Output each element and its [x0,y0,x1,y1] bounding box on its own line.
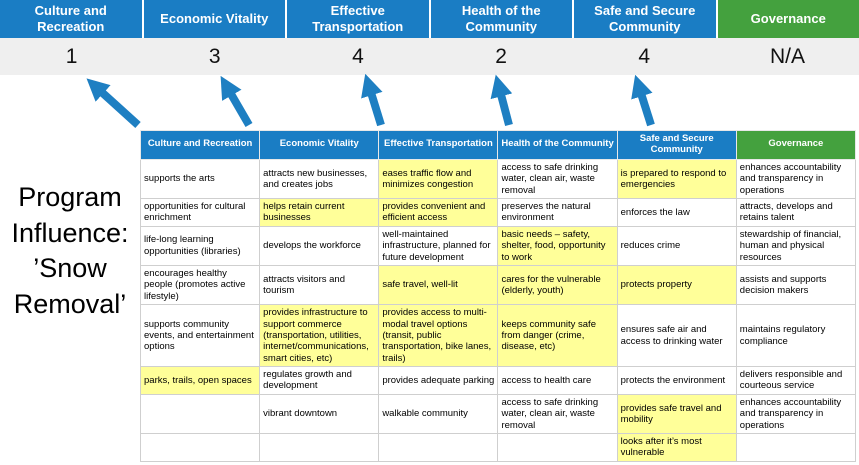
matrix-cell: preserves the natural environment [497,198,618,227]
matrix-row-7: looks after it’s most vulnerable [139,433,857,462]
influence-matrix: Culture and Recreation Economic Vitality E… [139,130,857,462]
matrix-cell: parks, trails, open spaces [139,366,261,395]
matrix-cell [259,433,380,462]
influence-arrow [361,73,385,127]
matrix-cell: maintains regulatory compliance [735,304,857,368]
pillar-score-3: 2 [495,44,507,68]
program-influence-title: Program Influence: ’Snow Removal’ [11,182,129,319]
matrix-header-3: Health of the Community [497,130,618,160]
matrix-cell: provides adequate parking [378,366,499,395]
matrix-cell: regulates growth and development [259,366,380,395]
matrix-row-0: supports the arts attracts new businesses… [139,158,857,200]
pillar-header-3: Health of the Community [430,0,572,38]
matrix-cell: stewardship of financial, human and phys… [735,225,857,266]
matrix-cell: basic needs – safety, shelter, food, opp… [497,225,618,266]
matrix-cell: looks after it’s most vulnerable [616,433,737,462]
matrix-cell [378,433,499,462]
pillar-header-4: Safe and Secure Community [574,0,716,38]
pillar-score-1: 3 [208,44,221,68]
pillar-score-0: 1 [65,44,78,68]
matrix-cell: reduces crime [616,225,737,266]
matrix-cell: protects the environment [616,366,737,395]
matrix-cell: attracts, develops and retains talent [735,198,857,227]
matrix-cell: supports community events, and entertain… [139,304,261,368]
matrix-cell: assists and supports decision makers [735,264,857,306]
matrix-cell: provides access to multi-modal travel op… [378,304,499,368]
matrix-row-3: encourages healthy people (promotes acti… [139,264,857,306]
matrix-cell: supports the arts [139,158,261,200]
matrix-cell: is prepared to respond to emergencies [616,158,737,200]
matrix-cell: enhances accountability and transparency… [735,158,857,200]
pillar-score-5: N/A [769,44,805,68]
matrix-cell: walkable community [378,393,499,435]
matrix-cell: ensures safe air and access to drinking … [616,304,737,368]
matrix-cell: opportunities for cultural enrichment [139,198,261,227]
matrix-cell: access to safe drinking water, clean air… [497,158,618,200]
pillar-score-4: 4 [638,44,651,68]
influence-arrow [490,74,513,127]
matrix-row-5: parks, trails, open spaces regulates grow… [139,366,857,395]
matrix-row-2: life-long learning opportunities (librar… [139,225,857,266]
matrix-body: supports the arts attracts new businesses… [139,158,857,462]
matrix-cell: enforces the law [616,198,737,227]
matrix-cell [139,433,261,462]
matrix-cell: helps retain current businesses [259,198,380,227]
matrix-cell: delivers responsible and courteous servi… [735,366,857,395]
matrix-header-0: Culture and Recreation [139,130,261,160]
matrix-cell: attracts new businesses, and creates job… [259,158,380,200]
matrix-header-5: Governance [735,130,857,160]
matrix-cell: cares for the vulnerable (elderly, youth… [497,264,618,306]
matrix-row-1: opportunities for cultural enrichment hel… [139,198,857,227]
matrix-cell: vibrant downtown [259,393,380,435]
pillar-score-2: 4 [352,44,364,68]
matrix-cell: attracts visitors and tourism [259,264,380,306]
score-row: 1 3 4 2 4 N/A [0,38,859,75]
pillar-header-0: Culture and Recreation [0,0,142,38]
influence-arrow [220,75,253,128]
matrix-header-4: Safe and Secure Community [616,130,737,160]
matrix-header-row: Culture and Recreation Economic Vitality E… [139,130,857,160]
matrix-cell [497,433,618,462]
matrix-cell: develops the workforce [259,225,380,266]
matrix-cell: enhances accountability and transparency… [735,393,857,435]
matrix-cell: protects property [616,264,737,306]
influence-arrow [631,74,655,127]
matrix-cell [139,393,261,435]
influence-arrows [86,73,655,128]
matrix-cell: safe travel, well-lit [378,264,499,306]
matrix-row-4: supports community events, and entertain… [139,304,857,368]
matrix-header-1: Economic Vitality [259,130,380,160]
matrix-cell: encourages healthy people (promotes acti… [139,264,261,306]
matrix-cell [735,433,857,462]
matrix-cell: access to safe drinking water, clean air… [497,393,618,435]
matrix-cell: life-long learning opportunities (librar… [139,225,261,266]
matrix-cell: provides convenient and efficient access [378,198,499,227]
matrix-cell: eases traffic flow and minimizes congest… [378,158,499,200]
pillar-header-row: Culture and Recreation Economic Vitality E… [0,0,859,38]
matrix-cell: provides infrastructure to support comme… [259,304,380,368]
matrix-cell: keeps community safe from danger (crime,… [497,304,618,368]
matrix-header-2: Effective Transportation [378,130,499,160]
matrix-cell: access to health care [497,366,618,395]
matrix-cell: provides safe travel and mobility [616,393,737,435]
pillar-header-1: Economic Vitality [143,0,285,38]
pillar-header-2: Effective Transportation [287,0,429,38]
matrix-row-6: vibrant downtown walkable community access… [139,393,857,435]
influence-arrow [86,78,141,128]
matrix-cell: well-maintained infrastructure, planned … [378,225,499,266]
pillar-header-5: Governance [717,0,859,38]
